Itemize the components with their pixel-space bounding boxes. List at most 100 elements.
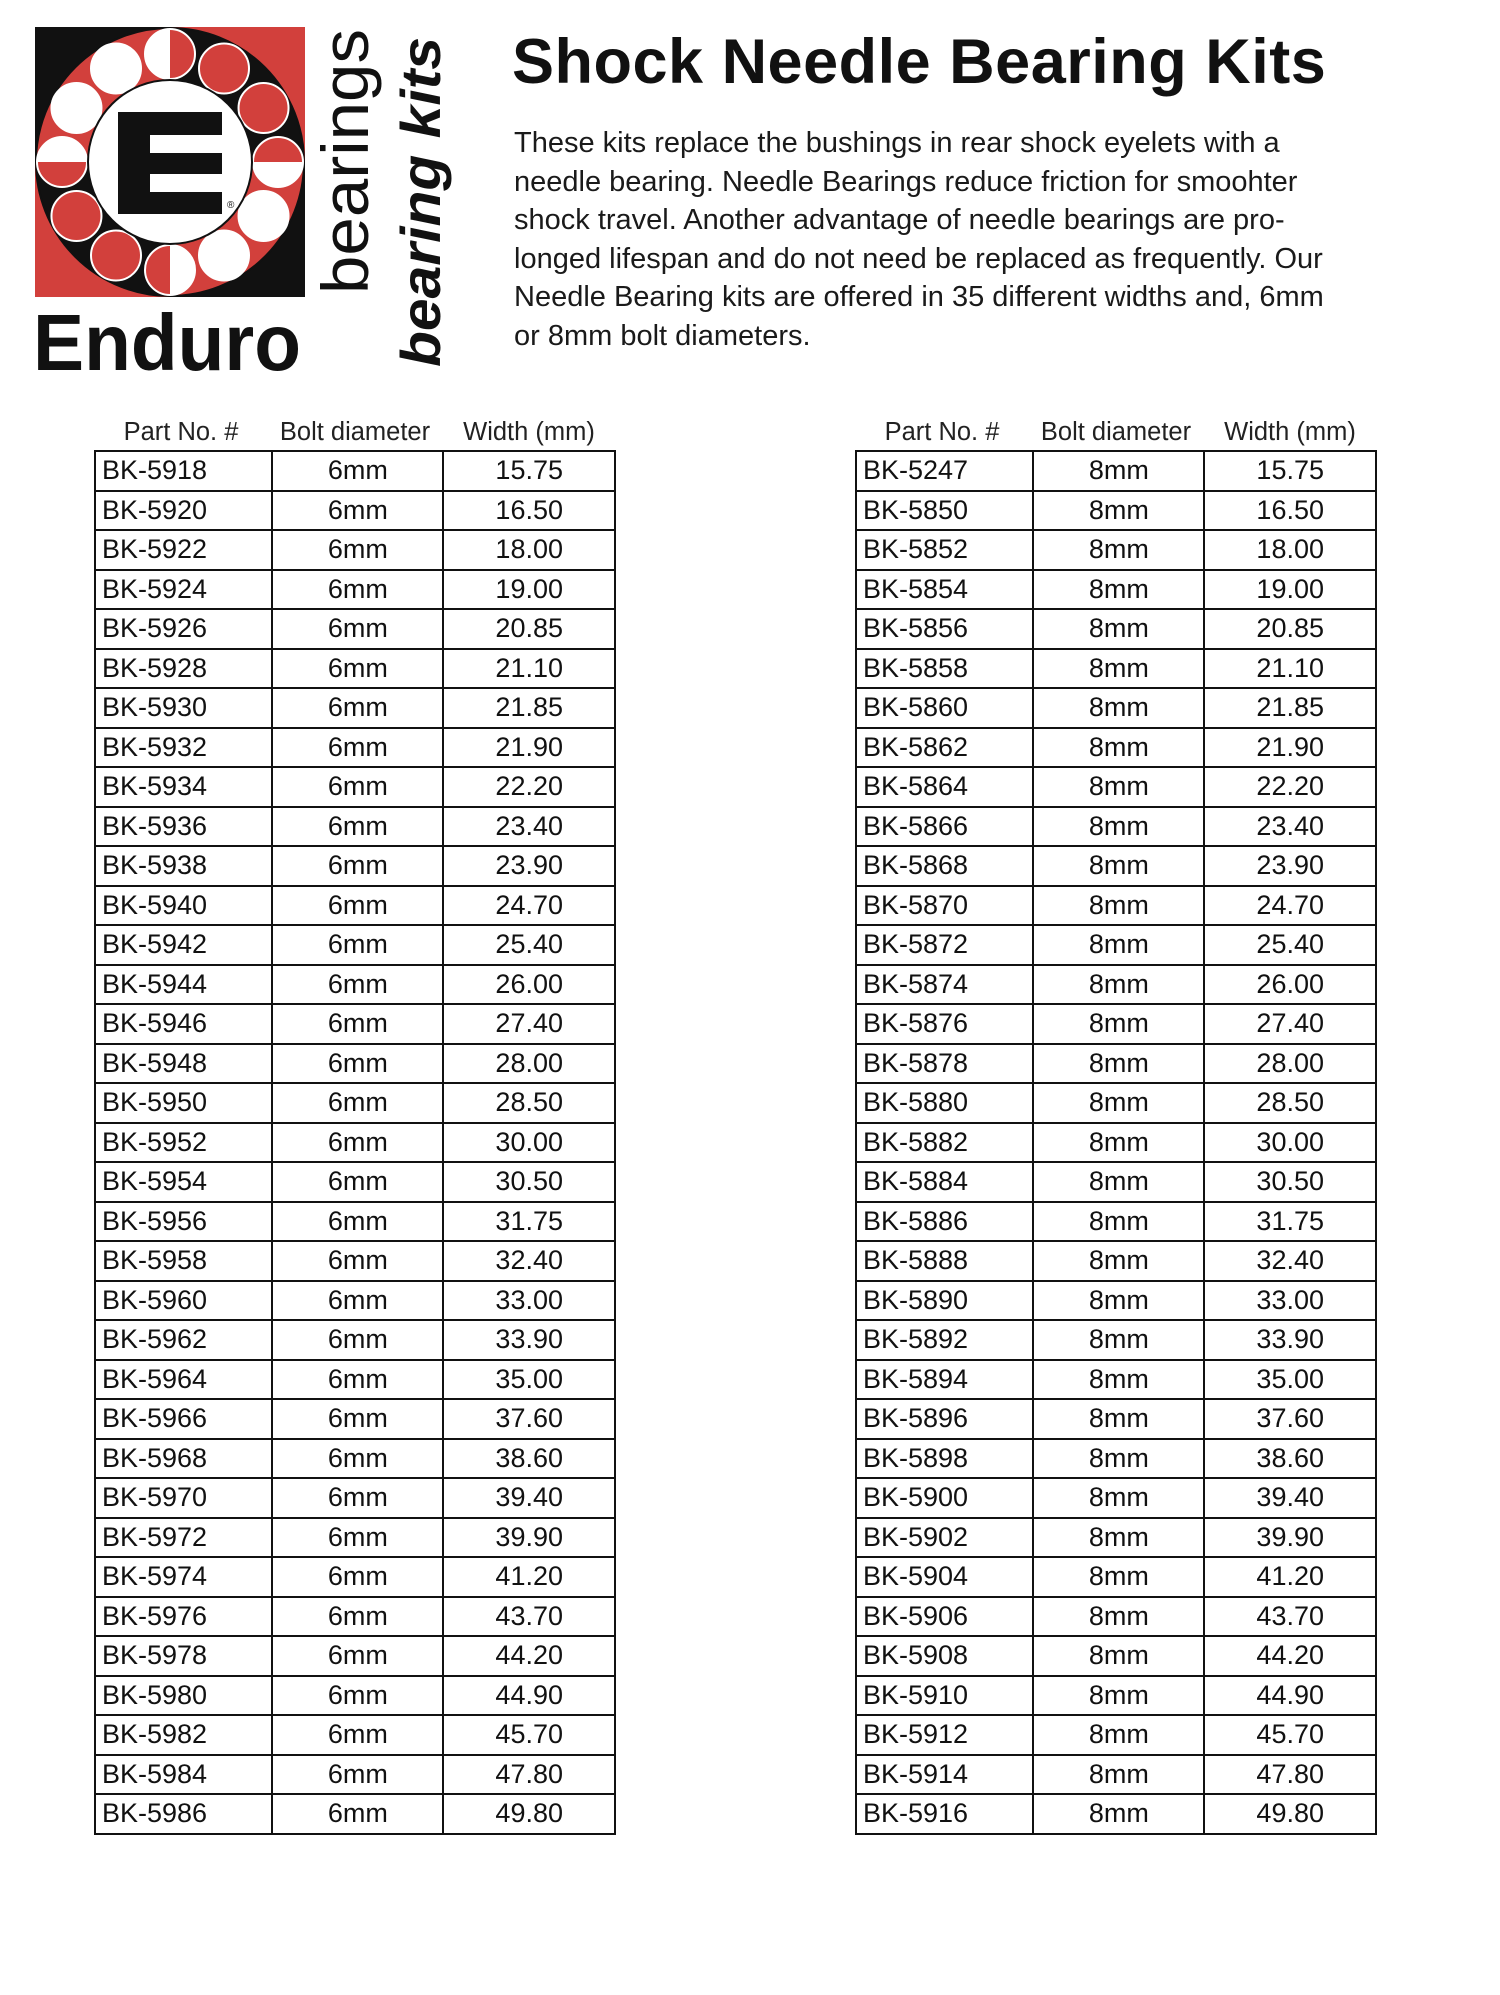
bolt-diameter-cell: 6mm: [271, 1674, 445, 1716]
bolt-diameter-cell: 6mm: [271, 963, 445, 1005]
bolt-diameter-cell: 8mm: [1032, 1595, 1206, 1637]
table-row: BK-5886 8mm 31.75: [854, 1200, 1377, 1242]
table-row: BK-5914 8mm 47.80: [854, 1753, 1377, 1795]
bearing-ball: [170, 244, 196, 296]
bolt-diameter-cell: 6mm: [271, 766, 445, 808]
width-cell: 18.00: [1203, 529, 1377, 571]
description-line: shock travel. Another advantage of needl…: [514, 204, 1285, 236]
table-row: BK-5950 6mm 28.50: [93, 1082, 616, 1124]
width-cell: 18.00: [442, 529, 616, 571]
table-row: BK-5856 8mm 20.85: [854, 608, 1377, 650]
table-row: BK-5926 6mm 20.85: [93, 608, 616, 650]
part-number-cell: BK-5916: [854, 1793, 1035, 1835]
table-row: BK-5966 6mm 37.60: [93, 1398, 616, 1440]
bearing-ball: [252, 162, 304, 188]
registered-mark: ®: [227, 200, 235, 211]
bolt-diameter-cell: 8mm: [1032, 1161, 1206, 1203]
bolt-diameter-cell: 8mm: [1032, 726, 1206, 768]
part-number-cell: BK-5856: [854, 608, 1035, 650]
bolt-diameter-cell: 6mm: [271, 1477, 445, 1519]
part-number-cell: BK-5954: [93, 1161, 274, 1203]
part-number-cell: BK-5878: [854, 1042, 1035, 1084]
bearing-emblem: [35, 27, 305, 297]
table-row: BK-5920 6mm 16.50: [93, 489, 616, 531]
table-row: BK-5976 6mm 43.70: [93, 1595, 616, 1637]
part-number-cell: BK-5934: [93, 766, 274, 808]
part-number-cell: BK-5904: [854, 1556, 1035, 1598]
bolt-diameter-cell: 8mm: [1032, 1042, 1206, 1084]
table-row: BK-5922 6mm 18.00: [93, 529, 616, 571]
part-number-cell: BK-5972: [93, 1516, 274, 1558]
e-letter-mark: [118, 112, 222, 214]
width-cell: 49.80: [442, 1793, 616, 1835]
bolt-diameter-cell: 8mm: [1032, 647, 1206, 689]
bearing-ball: [36, 162, 88, 188]
table-row: BK-5932 6mm 21.90: [93, 726, 616, 768]
table-row: BK-5850 8mm 16.50: [854, 489, 1377, 531]
bearing-ball: [90, 42, 142, 95]
description-line: Needle Bearing kits are offered in 35 di…: [514, 281, 1324, 313]
part-number-cell: BK-5978: [93, 1635, 274, 1677]
bolt-diameter-cell: 6mm: [271, 529, 445, 571]
bolt-diameter-cell: 6mm: [271, 884, 445, 926]
width-cell: 35.00: [442, 1358, 616, 1400]
bolt-diameter-cell: 8mm: [1032, 1121, 1206, 1163]
bolt-diameter-cell: 8mm: [1032, 884, 1206, 926]
part-number-cell: BK-5892: [854, 1319, 1035, 1361]
bolt-diameter-cell: 6mm: [271, 1753, 445, 1795]
part-number-cell: BK-5922: [93, 529, 274, 571]
table-row: BK-5860 8mm 21.85: [854, 687, 1377, 729]
bolt-diameter-cell: 8mm: [1032, 1398, 1206, 1440]
bearing-ball: [50, 190, 103, 242]
width-cell: 45.70: [442, 1714, 616, 1756]
width-cell: 30.50: [1203, 1161, 1377, 1203]
table-row: BK-5900 8mm 39.40: [854, 1477, 1377, 1519]
bolt-diameter-cell: 8mm: [1032, 1003, 1206, 1045]
part-number-cell: BK-5868: [854, 845, 1035, 887]
bolt-diameter-cell: 6mm: [271, 1319, 445, 1361]
width-cell: 28.00: [1203, 1042, 1377, 1084]
bolt-diameter-cell: 6mm: [271, 608, 445, 650]
description-line: longed lifespan and do not need be repla…: [514, 242, 1323, 275]
table-row: BK-5890 8mm 33.00: [854, 1279, 1377, 1321]
width-cell: 30.00: [442, 1121, 616, 1163]
logo-bearings-text: bearings: [308, 29, 382, 294]
bolt-diameter-cell: 8mm: [1032, 1793, 1206, 1835]
part-number-cell: BK-5866: [854, 805, 1035, 847]
bolt-diameter-cell: 8mm: [1032, 1240, 1206, 1282]
page-title: Shock Needle Bearing Kits: [512, 27, 1327, 97]
width-cell: 28.00: [442, 1042, 616, 1084]
table-row: BK-5944 6mm 26.00: [93, 963, 616, 1005]
table-row: BK-5986 6mm 49.80: [93, 1793, 616, 1835]
bolt-diameter-cell: 6mm: [271, 726, 445, 768]
part-number-cell: BK-5886: [854, 1200, 1035, 1242]
bearing-table-6mm: Part No. # Bolt diameter Width (mm) BK-5…: [93, 418, 616, 1835]
part-number-cell: BK-5958: [93, 1240, 274, 1282]
width-cell: 21.85: [1203, 687, 1377, 729]
bolt-diameter-cell: 8mm: [1032, 1437, 1206, 1479]
bolt-diameter-cell: 6mm: [271, 1793, 445, 1835]
bolt-diameter-cell: 6mm: [271, 1437, 445, 1479]
part-number-cell: BK-5974: [93, 1556, 274, 1598]
width-cell: 21.10: [1203, 647, 1377, 689]
width-cell: 39.90: [1203, 1516, 1377, 1558]
bolt-diameter-cell: 6mm: [271, 1121, 445, 1163]
width-cell: 32.40: [1203, 1240, 1377, 1282]
width-cell: 30.00: [1203, 1121, 1377, 1163]
table-row: BK-5882 8mm 30.00: [854, 1121, 1377, 1163]
table-row: BK-5962 6mm 33.90: [93, 1319, 616, 1361]
width-cell: 27.40: [1203, 1003, 1377, 1045]
bearing-ball: [144, 244, 170, 296]
table-row: BK-5878 8mm 28.00: [854, 1042, 1377, 1084]
part-number-cell: BK-5940: [93, 884, 274, 926]
width-cell: 21.10: [442, 647, 616, 689]
table-row: BK-5982 6mm 45.70: [93, 1714, 616, 1756]
width-cell: 37.60: [1203, 1398, 1377, 1440]
description-line: or 8mm bolt diameters.: [514, 319, 811, 352]
part-number-cell: BK-5928: [93, 647, 274, 689]
bearing-ball: [198, 229, 250, 282]
part-number-cell: BK-5860: [854, 687, 1035, 729]
table-row: BK-5902 8mm 39.90: [854, 1516, 1377, 1558]
part-number-cell: BK-5906: [854, 1595, 1035, 1637]
width-cell: 26.00: [1203, 963, 1377, 1005]
